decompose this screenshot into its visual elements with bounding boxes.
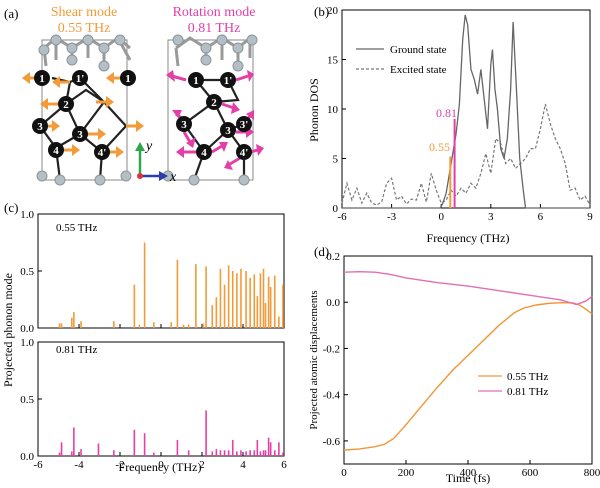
svg-text:4': 4' bbox=[98, 147, 107, 159]
x-tick-label: -6 bbox=[33, 459, 43, 471]
y-tick-label: 0.0 bbox=[20, 323, 34, 335]
y-tick-label: 5 bbox=[333, 154, 339, 166]
x-tick-label: -6 bbox=[337, 211, 347, 223]
legend-055-label: 0.55 THz bbox=[507, 371, 548, 383]
axis-x-label: x bbox=[169, 170, 177, 185]
x-tick-label: 4 bbox=[240, 459, 246, 471]
annotation-055: 0.55 bbox=[429, 140, 450, 154]
y-tick-label: 0 bbox=[333, 203, 339, 215]
y-tick-label: 0.5 bbox=[20, 266, 34, 278]
x-tick-label: 400 bbox=[460, 467, 477, 479]
plot-frame bbox=[343, 255, 593, 465]
rotation-structure: 1 1' 2 3 3 3' 4 4' bbox=[162, 34, 264, 186]
x-tick-label: -4 bbox=[74, 459, 84, 471]
d-ylabel: Projected atomic displacements bbox=[308, 290, 320, 429]
x-tick-label: 9 bbox=[587, 211, 593, 223]
svg-text:4: 4 bbox=[53, 145, 59, 157]
panel-b-label: (b) bbox=[314, 4, 329, 19]
y-tick-label: 0.2 bbox=[326, 251, 340, 263]
plot-frame bbox=[341, 9, 591, 209]
panel-c-label: (c) bbox=[4, 200, 18, 215]
y-tick-label: 1.0 bbox=[20, 209, 34, 221]
legend-081-label: 0.81 THz bbox=[507, 386, 548, 398]
unit-cell-box bbox=[167, 39, 254, 181]
y-tick-label: 20 bbox=[327, 5, 339, 17]
panel-d-displacements: (d) 0 200 400 600 800 -0.6 -0.4 -0.2 0.0 0.2 Time… bbox=[308, 244, 600, 485]
b-xlabel: Frequency (THz) bbox=[427, 231, 510, 245]
series-ground-state bbox=[342, 14, 590, 209]
x-tick-label: 200 bbox=[398, 467, 415, 479]
b-ylabel: Phonon DOS bbox=[307, 78, 321, 142]
svg-text:3: 3 bbox=[225, 125, 231, 137]
d-xlabel: Time (fs) bbox=[446, 471, 491, 485]
axis-y-label: y bbox=[144, 139, 153, 154]
panel-c-projected-modes: (c) 0.0 0.5 1.0 -6 -4 -2 0 2 4 6 0.0 0.5 1.0 0.55 T… bbox=[1, 200, 287, 474]
svg-text:1: 1 bbox=[193, 75, 199, 87]
x-tick-label: 6 bbox=[538, 211, 544, 223]
svg-text:1': 1' bbox=[76, 73, 85, 85]
shear-mode-title: Shear mode bbox=[51, 5, 117, 20]
x-tick-label: 800 bbox=[584, 467, 600, 479]
y-tick-label: -0.6 bbox=[323, 436, 341, 448]
panel-a-label: (a) bbox=[4, 6, 18, 21]
y-tick-label: -0.4 bbox=[323, 390, 341, 402]
svg-text:3: 3 bbox=[181, 119, 187, 131]
panel-b-dos-chart: (b) -6 -3 0 3 6 9 0 5 10 15 20 Frequency (THz) Pho… bbox=[307, 4, 593, 245]
x-tick-label: 3 bbox=[488, 211, 494, 223]
annotation-081: 0.81 bbox=[436, 106, 457, 120]
shear-structure: 1 1' 1 2 3 3 4 4' bbox=[22, 34, 144, 186]
rotation-mode-title: Rotation mode bbox=[173, 5, 256, 20]
coordinate-axes: y x bbox=[135, 139, 177, 185]
series-081-thz bbox=[343, 271, 593, 306]
x-tick-label: -3 bbox=[387, 211, 397, 223]
legend-ground-label: Ground state bbox=[390, 44, 447, 56]
svg-text:3': 3' bbox=[240, 119, 249, 131]
x-tick-label: -2 bbox=[115, 459, 124, 471]
svg-text:3: 3 bbox=[37, 121, 43, 133]
x-tick-label: 0 bbox=[341, 467, 347, 479]
plot-frame bbox=[37, 341, 285, 457]
c-ylabel: Projected phonon mode bbox=[1, 273, 15, 387]
svg-text:2: 2 bbox=[63, 99, 69, 111]
legend-excited-label: Excited state bbox=[390, 64, 447, 76]
c-xlabel: Frequency (THz) bbox=[119, 460, 202, 474]
series-055-thz bbox=[343, 301, 593, 451]
y-tick-label: -0.2 bbox=[323, 343, 340, 355]
panel-d-label: (d) bbox=[314, 244, 329, 259]
y-tick-label: 0.5 bbox=[20, 394, 34, 406]
c-top-title: 0.55 THz bbox=[56, 222, 97, 234]
x-tick-label: 600 bbox=[522, 467, 539, 479]
svg-text:4': 4' bbox=[240, 147, 249, 159]
c-bottom-title: 0.81 THz bbox=[56, 344, 97, 356]
x-tick-label: 0 bbox=[158, 459, 164, 471]
svg-text:3: 3 bbox=[77, 129, 83, 141]
x-tick-label: 0 bbox=[438, 211, 444, 223]
svg-text:4: 4 bbox=[201, 147, 207, 159]
x-tick-label: 6 bbox=[281, 459, 287, 471]
series-excited-state bbox=[341, 103, 591, 206]
unit-cell-box bbox=[41, 39, 128, 181]
rotation-mode-frequency: 0.81 THz bbox=[188, 21, 241, 36]
y-tick-label: 0.0 bbox=[20, 451, 34, 463]
y-tick-label: 15 bbox=[327, 55, 339, 67]
y-tick-label: 1.0 bbox=[20, 337, 34, 349]
x-tick-label: 2 bbox=[199, 459, 205, 471]
svg-text:2: 2 bbox=[211, 97, 217, 109]
svg-text:1: 1 bbox=[39, 73, 45, 85]
y-tick-label: 10 bbox=[327, 104, 339, 116]
shear-mode-frequency: 0.55 THz bbox=[58, 21, 111, 36]
y-tick-label: 0.0 bbox=[326, 297, 340, 309]
svg-text:1: 1 bbox=[125, 73, 131, 85]
panel-a: (a) Shear mode 0.55 THz Rotation mode 0.… bbox=[4, 5, 264, 186]
svg-text:1': 1' bbox=[224, 75, 233, 87]
